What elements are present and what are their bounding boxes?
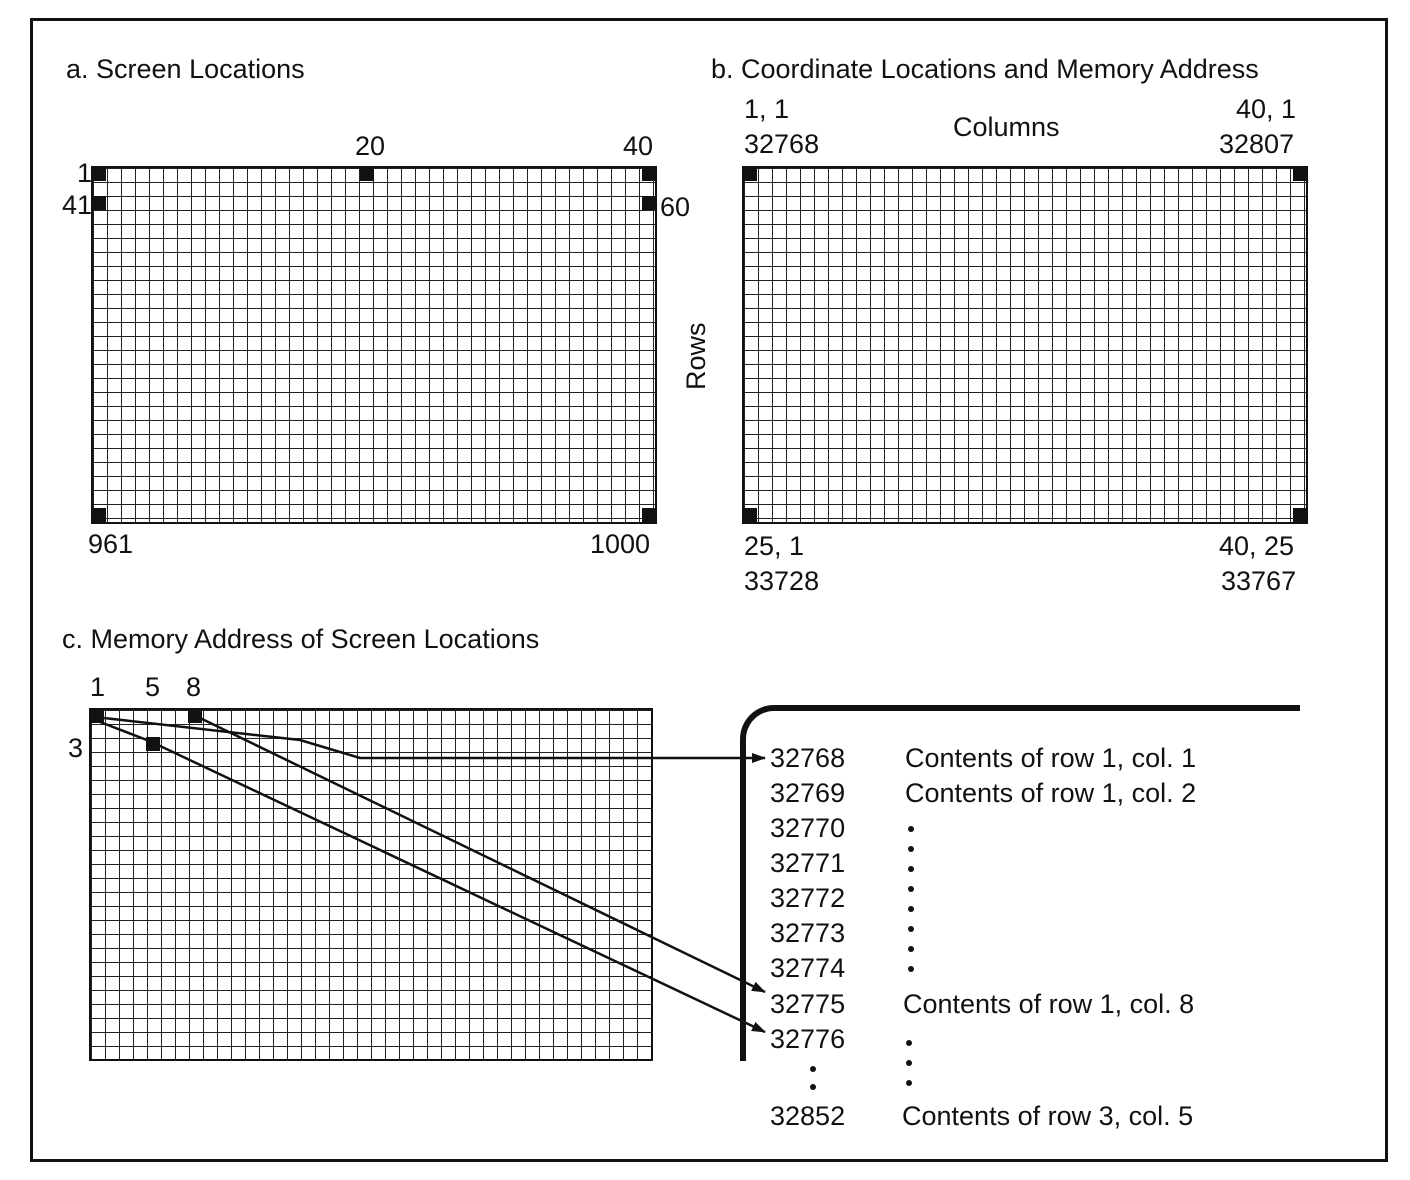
col-label-8: 8 [186, 672, 202, 702]
contents-row1-col8: Contents of row 1, col. 8 [903, 989, 1195, 1019]
panel-a-title: a. Screen Locations [66, 54, 305, 84]
bottom-left-address: 33728 [744, 566, 820, 596]
col-label-1: 1 [90, 672, 106, 702]
arrow-row3-col5-to-32776 [99, 720, 153, 744]
corner-cell-top-left [743, 167, 757, 181]
top-left-coord: 1, 1 [744, 94, 790, 124]
contents-row1-col1: Contents of row 1, col. 1 [905, 743, 1197, 773]
row-label-3: 3 [68, 733, 84, 763]
address-32775: 32775 [770, 989, 846, 1019]
panel-c-title: c. Memory Address of Screen Locations [62, 624, 540, 654]
marked-cell-1000 [642, 508, 656, 522]
address-32852: 32852 [770, 1101, 846, 1131]
screen-grid-b [742, 166, 1308, 524]
marked-cell-20 [360, 167, 374, 181]
arrow-row3-col5-to-32852 [157, 743, 766, 1034]
bottom-right-address: 33767 [1221, 566, 1297, 596]
marked-cell-row1-col1 [90, 709, 104, 723]
address-32769: 32769 [770, 778, 846, 808]
corner-cell-bottom-left [743, 508, 757, 522]
marked-cell-60 [642, 196, 656, 210]
label-location-40: 40 [623, 131, 654, 161]
marked-cell-41 [92, 196, 106, 210]
arrow-row1-col1-to-32768 [103, 716, 766, 763]
panel-b-title: b. Coordinate Locations and Memory Addre… [711, 54, 1259, 84]
top-left-address: 32768 [744, 129, 820, 159]
marked-cell-row1-col8 [188, 709, 202, 723]
marked-cell-961 [92, 508, 106, 522]
columns-label: Columns [953, 112, 1060, 142]
marked-cell-1 [92, 167, 106, 181]
address-32776: 32776 [770, 1024, 846, 1054]
label-location-1000: 1000 [590, 529, 651, 559]
col-label-5: 5 [145, 672, 161, 702]
label-location-1: 1 [77, 158, 93, 188]
label-location-60: 60 [660, 192, 691, 222]
corner-cell-bottom-right [1293, 508, 1307, 522]
address-32770: 32770 [770, 813, 846, 843]
memory-bracket [740, 705, 1300, 1061]
bottom-left-coord: 25, 1 [744, 531, 805, 561]
marked-cell-40 [642, 167, 656, 181]
address-32768: 32768 [770, 743, 846, 773]
address-32774: 32774 [770, 953, 846, 983]
corner-cell-top-right [1293, 167, 1307, 181]
bottom-right-coord: 40, 25 [1219, 531, 1295, 561]
screen-grid-c [89, 708, 653, 1061]
contents-row3-col5: Contents of row 3, col. 5 [902, 1101, 1194, 1131]
label-location-20: 20 [355, 131, 386, 161]
label-location-961: 961 [88, 529, 134, 559]
address-32773: 32773 [770, 918, 846, 948]
arrow-row1-col8-to-32775 [199, 716, 766, 994]
contents-row1-col2: Contents of row 1, col. 2 [905, 778, 1197, 808]
top-right-coord: 40, 1 [1236, 94, 1297, 124]
figure-frame [30, 18, 1388, 1162]
address-32771: 32771 [770, 848, 846, 878]
label-location-41: 41 [62, 190, 93, 220]
screen-grid-a [91, 166, 657, 524]
top-right-address: 32807 [1219, 129, 1295, 159]
address-32772: 32772 [770, 883, 846, 913]
